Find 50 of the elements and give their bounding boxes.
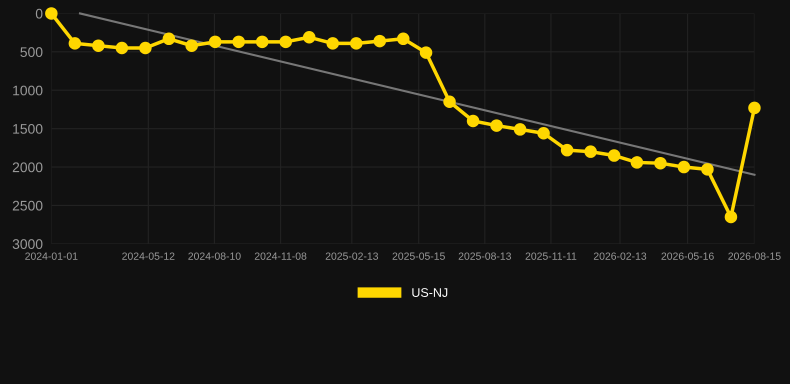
legend-label: US-NJ — [412, 288, 448, 297]
point — [701, 163, 714, 176]
point — [724, 210, 738, 224]
y-tick-label: 500 — [20, 47, 42, 58]
point — [374, 34, 386, 48]
point — [256, 36, 268, 48]
point — [514, 123, 526, 136]
point — [162, 32, 176, 46]
point — [466, 114, 480, 128]
point — [420, 46, 432, 59]
point — [185, 39, 198, 52]
point — [397, 32, 410, 46]
y-tick-label: 3000 — [12, 239, 42, 250]
x-tick-label: 2025-11-11 — [526, 252, 576, 260]
x-tick-label: 2025-02-13 — [326, 252, 378, 260]
x-tick-label: 2026-02-13 — [594, 252, 646, 260]
point — [584, 145, 597, 158]
x-tick-label: 2024-05-12 — [122, 252, 174, 260]
x-tick-label: 2025-08-13 — [458, 252, 512, 260]
point — [302, 30, 316, 44]
y-tick-label: 0 — [36, 8, 42, 19]
point — [232, 36, 245, 48]
point — [92, 39, 105, 52]
point — [208, 36, 222, 48]
point — [654, 156, 667, 170]
x-tick-label: 2026-05-16 — [661, 252, 714, 260]
point — [68, 37, 82, 50]
x-tick-label: 2026-08-15 — [728, 252, 781, 260]
point — [116, 42, 128, 54]
point — [560, 144, 574, 156]
y-tick-label: 2000 — [12, 162, 42, 172]
y-tick-label: 2500 — [12, 200, 42, 211]
point — [350, 37, 362, 50]
point — [326, 37, 339, 50]
point — [630, 156, 644, 169]
point — [490, 119, 503, 132]
x-tick-label: 2024-08-10 — [188, 252, 241, 260]
point — [45, 7, 58, 20]
point — [279, 36, 292, 48]
point — [537, 126, 550, 140]
x-tick-label: 2024-11-08 — [254, 252, 306, 260]
x-tick-label: 2024-01-01 — [25, 252, 78, 260]
point — [748, 102, 761, 114]
point — [443, 96, 456, 108]
point — [678, 160, 690, 174]
y-tick-label: 1000 — [13, 86, 42, 96]
point — [608, 149, 620, 162]
y-tick-label: 1500 — [13, 124, 42, 134]
x-tick-label: 2025-05-15 — [392, 252, 445, 260]
point — [139, 42, 152, 54]
